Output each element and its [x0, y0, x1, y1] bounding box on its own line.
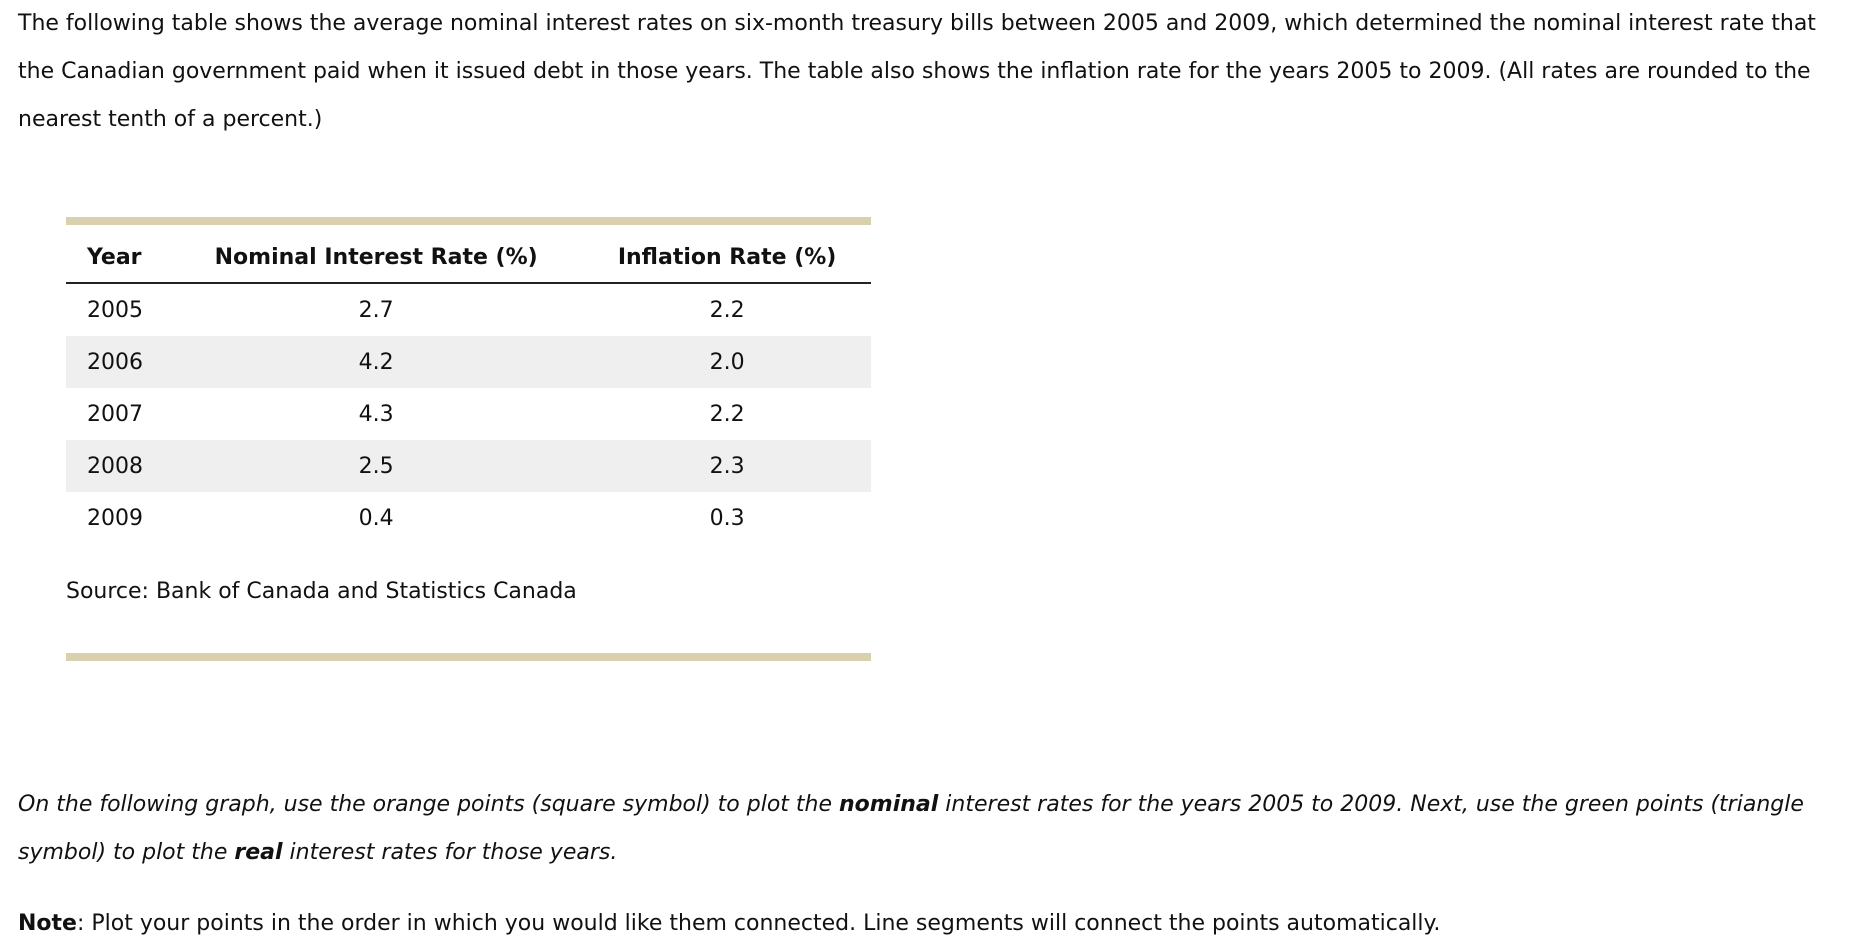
header-row: Year Nominal Interest Rate (%) Inflation…	[66, 232, 871, 284]
emphasis: nominal	[839, 792, 939, 817]
table-cell: 2009	[87, 505, 143, 531]
table-cell: 2007	[87, 401, 143, 427]
table-cell: 4.2	[169, 336, 584, 388]
text: interest rates for the years 2005 to 200…	[18, 792, 1804, 865]
table-row: 2006 4.2 2.0	[66, 336, 871, 388]
intro-text: The following table shows the average no…	[18, 11, 1816, 132]
instructions: On the following graph, use the orange p…	[18, 781, 1848, 877]
note-label: Note	[18, 911, 77, 936]
table-cell: 2.0	[583, 336, 871, 388]
table-row: 2008 2.5 2.3	[66, 440, 871, 492]
table-cell: 2.2	[709, 401, 745, 427]
table-cell: 2006	[66, 336, 170, 388]
table-row: 2005 2.7 2.2	[66, 283, 871, 336]
emphasis: real	[234, 840, 283, 865]
header-cell: Year	[66, 232, 170, 284]
table-cell: 0.4	[358, 505, 394, 531]
table-cell: 2.5	[169, 440, 584, 492]
table-row: 2009 0.4 0.3	[66, 492, 871, 544]
table-cell: 2008	[66, 440, 170, 492]
table-cell: 2.7	[358, 297, 394, 323]
note: Note: Plot your points in the order in w…	[18, 900, 1848, 948]
rates-table: Year Nominal Interest Rate (%) Inflation…	[66, 232, 871, 544]
table-cell: 0.3	[709, 505, 745, 531]
text: interest rates for those years.	[282, 840, 618, 865]
table-cell: 4.3	[358, 401, 394, 427]
header-cell: Inflation Rate (%)	[583, 232, 871, 284]
table-cell: 2005	[87, 297, 143, 323]
header-cell: Nominal Interest Rate (%)	[169, 232, 584, 284]
table-cell: 2.3	[583, 440, 871, 492]
table-row: 2007 4.3 2.2	[66, 388, 871, 440]
source-note: Source: Bank of Canada and Statistics Ca…	[66, 579, 577, 604]
table-body: 2005 2.7 2.2 2006 4.2 2.0 2007 4.3 2.2 2008 2.5 2.3…	[66, 283, 871, 544]
text: : Plot your points in the order in which…	[76, 911, 1441, 936]
text: On the following graph, use the orange p…	[18, 792, 840, 817]
table-top-rule	[66, 217, 871, 225]
table-bottom-rule	[66, 653, 871, 661]
table-cell: 2.2	[709, 297, 745, 323]
